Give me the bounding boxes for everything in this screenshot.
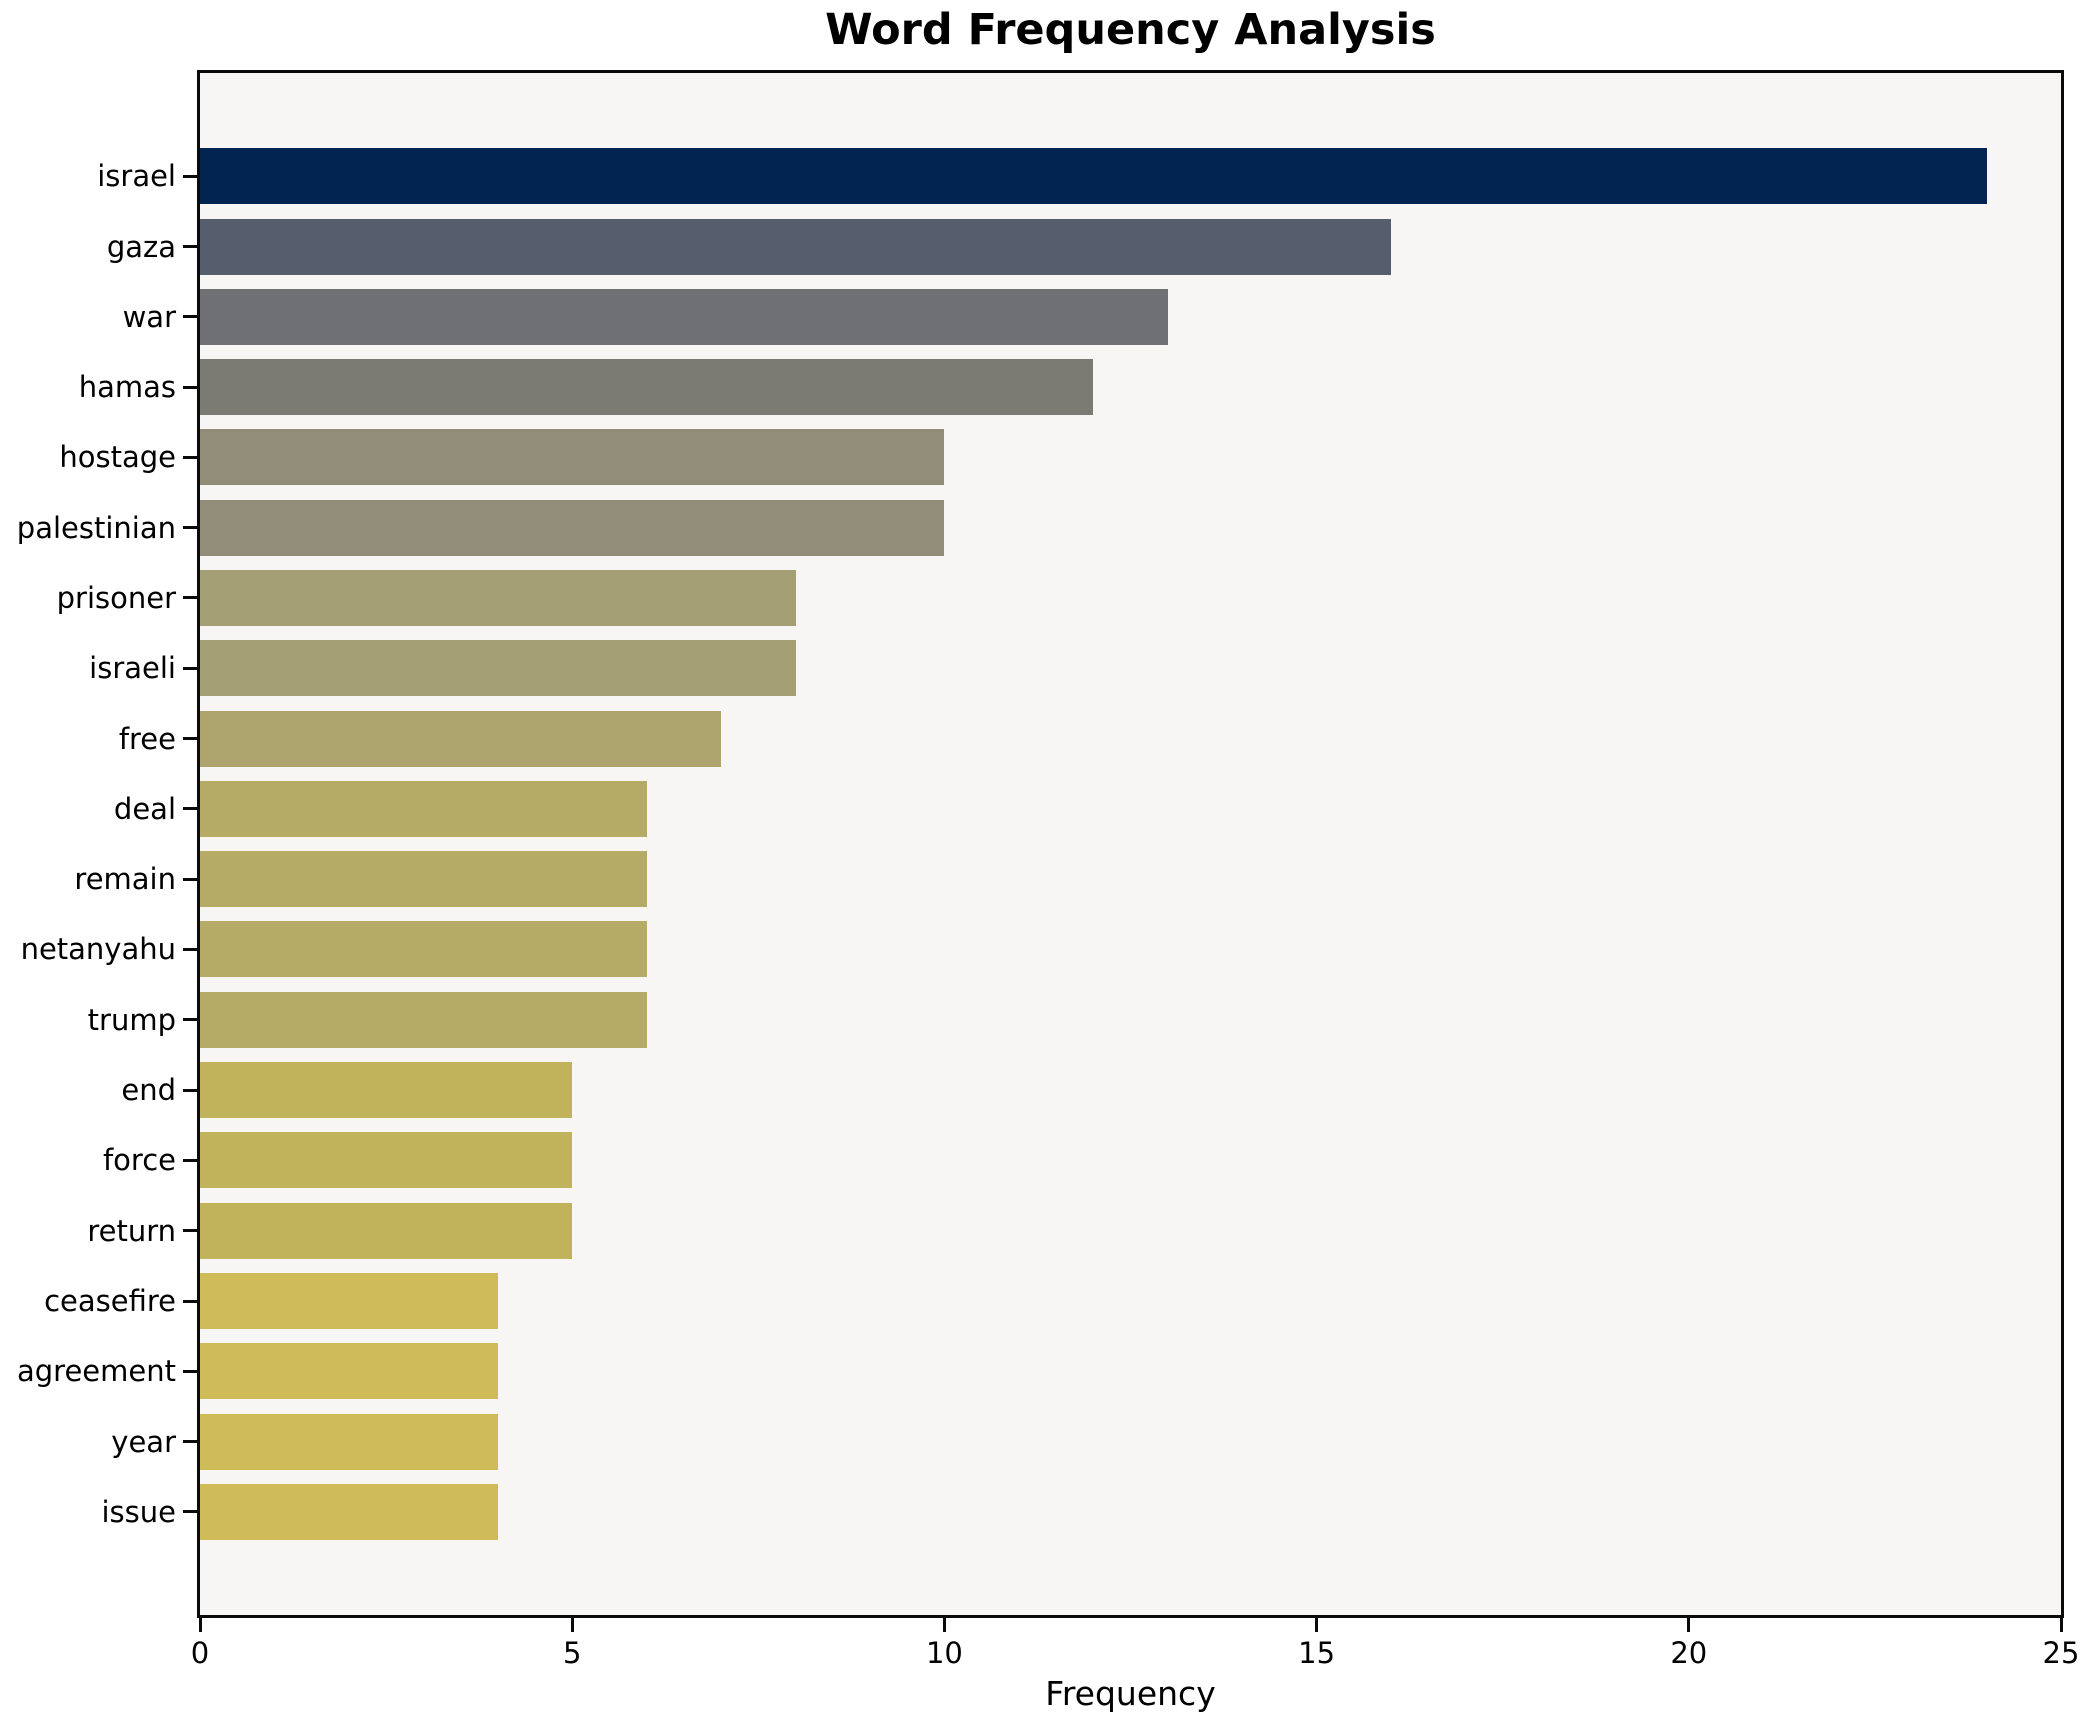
bar-agreement (200, 1343, 498, 1400)
y-label-hostage: hostage (59, 440, 176, 475)
bar-hamas (200, 359, 1094, 415)
y-tick-trump (183, 1018, 197, 1022)
bar-trump (200, 991, 647, 1048)
y-tick-israel (183, 174, 197, 178)
bar-prisoner (200, 569, 796, 626)
x-tick-label-10: 10 (925, 1636, 963, 1670)
bar-war (200, 288, 1168, 345)
bar-gaza (200, 218, 1391, 275)
bar-ceasefire (200, 1273, 498, 1329)
bar-year (200, 1413, 498, 1470)
bar-remain (200, 851, 647, 908)
y-tick-hamas (183, 385, 197, 389)
bar-force (200, 1132, 573, 1189)
y-label-israel: israel (97, 159, 176, 194)
x-tick-label-25: 25 (2042, 1636, 2080, 1670)
y-tick-israeli (183, 666, 197, 670)
y-label-netanyahu: netanyahu (20, 932, 176, 967)
y-label-gaza: gaza (106, 229, 176, 264)
y-label-return: return (87, 1213, 176, 1248)
bar-deal (200, 780, 647, 837)
bar-palestinian (200, 499, 945, 556)
x-tick-label-20: 20 (1670, 1636, 1708, 1670)
bar-end (200, 1062, 573, 1118)
y-label-deal: deal (113, 791, 176, 826)
y-label-end: end (121, 1073, 176, 1107)
bar-return (200, 1202, 573, 1259)
y-tick-gaza (183, 245, 197, 248)
y-tick-force (183, 1158, 197, 1162)
bar-netanyahu (200, 921, 647, 978)
y-tick-issue (183, 1510, 197, 1514)
x-tick-10 (942, 1618, 946, 1632)
y-tick-war (183, 315, 197, 319)
y-label-issue: issue (101, 1494, 177, 1529)
bar-israeli (200, 640, 796, 697)
x-axis-label: Frequency (1045, 1674, 1216, 1713)
y-label-hamas: hamas (78, 370, 176, 404)
y-tick-agreement (183, 1369, 197, 1373)
y-label-palestinian: palestinian (16, 510, 176, 545)
y-tick-end (183, 1088, 197, 1092)
bar-israel (200, 148, 1987, 205)
y-label-israeli: israeli (89, 651, 176, 686)
bar-issue (200, 1483, 498, 1540)
bar-hostage (200, 429, 945, 486)
y-label-force: force (102, 1143, 176, 1178)
y-tick-ceasefire (183, 1299, 197, 1303)
y-tick-deal (183, 807, 197, 811)
x-tick-label-15: 15 (1298, 1636, 1336, 1670)
y-tick-remain (183, 877, 197, 881)
y-label-free: free (118, 721, 176, 756)
y-label-prisoner: prisoner (56, 580, 176, 615)
y-label-year: year (111, 1424, 176, 1459)
y-tick-year (183, 1440, 197, 1443)
y-label-remain: remain (74, 862, 176, 897)
x-tick-label-5: 5 (562, 1636, 582, 1670)
x-tick-label-0: 0 (190, 1636, 210, 1670)
y-tick-free (183, 737, 197, 740)
y-label-war: war (122, 299, 176, 334)
chart-title: Word Frequency Analysis (825, 5, 1436, 55)
y-label-agreement: agreement (17, 1354, 176, 1389)
y-tick-hostage (183, 455, 197, 459)
y-label-trump: trump (87, 1002, 176, 1037)
y-tick-netanyahu (183, 947, 197, 951)
y-tick-palestinian (183, 526, 197, 530)
x-tick-5 (570, 1618, 574, 1632)
y-label-ceasefire: ceasefire (44, 1284, 176, 1318)
x-tick-25 (2059, 1618, 2063, 1632)
bar-free (200, 710, 722, 767)
y-tick-return (183, 1229, 197, 1233)
x-tick-15 (1315, 1618, 1319, 1632)
y-tick-prisoner (183, 596, 197, 600)
x-tick-20 (1687, 1618, 1691, 1632)
x-tick-0 (198, 1618, 202, 1632)
